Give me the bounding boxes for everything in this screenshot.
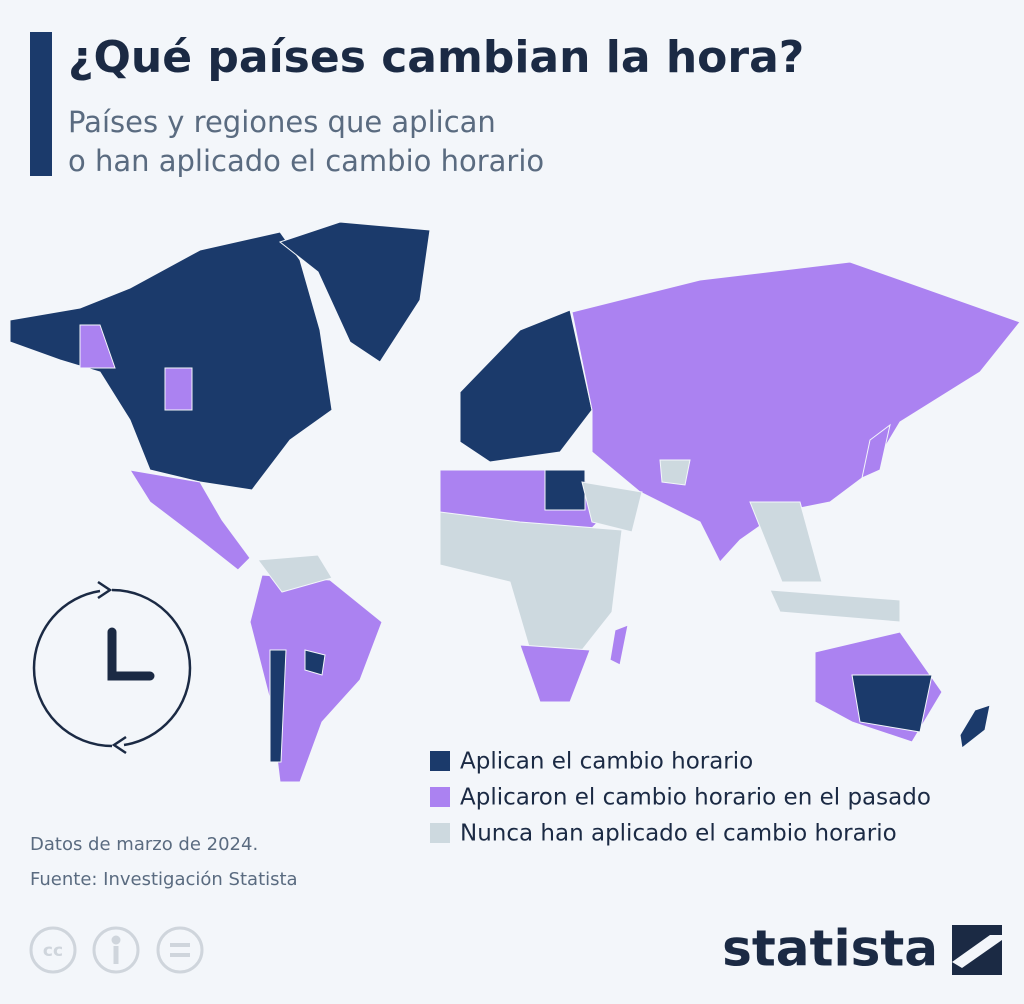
region bbox=[459, 309, 593, 463]
world-map bbox=[9, 221, 1021, 783]
clock-arc bbox=[32, 589, 101, 669]
clock-arc bbox=[32, 667, 113, 748]
region bbox=[519, 644, 591, 703]
note: Datos de marzo de 2024. bbox=[30, 834, 258, 855]
region bbox=[851, 674, 933, 733]
legend: Aplican el cambio horario Aplicaron el ca… bbox=[430, 749, 931, 847]
legend-swatch bbox=[430, 823, 450, 843]
region bbox=[164, 367, 193, 411]
license-glyph bbox=[111, 935, 121, 945]
logo-mark bbox=[952, 925, 1002, 975]
legend-label: Aplicaron el cambio horario en el pasado bbox=[460, 785, 931, 811]
region bbox=[79, 324, 116, 369]
logo-stripe bbox=[952, 935, 1002, 968]
license-icon bbox=[92, 926, 140, 974]
clock-hands bbox=[107, 627, 155, 681]
region bbox=[128, 469, 251, 571]
region bbox=[278, 221, 431, 363]
region bbox=[609, 624, 629, 666]
clock-icon bbox=[32, 580, 192, 755]
license-icon bbox=[156, 926, 204, 974]
clock-arrow bbox=[97, 580, 113, 600]
region bbox=[769, 589, 901, 623]
legend-label: Nunca han aplicado el cambio horario bbox=[460, 821, 897, 847]
title-bar bbox=[30, 32, 52, 176]
region bbox=[269, 649, 287, 763]
region bbox=[544, 469, 586, 511]
region bbox=[249, 574, 383, 783]
region bbox=[257, 554, 333, 593]
title: ¿Qué países cambian la hora? bbox=[68, 32, 804, 83]
legend-swatch bbox=[430, 787, 450, 807]
region bbox=[749, 501, 823, 583]
legend-swatch bbox=[430, 751, 450, 771]
region bbox=[581, 481, 643, 533]
region bbox=[861, 423, 891, 479]
clock-arc bbox=[123, 667, 192, 747]
clock-arrow bbox=[111, 735, 127, 755]
license-icon bbox=[29, 926, 77, 974]
note: Fuente: Investigación Statista bbox=[30, 869, 298, 890]
subtitle: o han aplicado el cambio horario bbox=[68, 144, 544, 178]
license-text: cc bbox=[43, 941, 63, 961]
license-glyph bbox=[170, 943, 190, 957]
region bbox=[659, 459, 691, 486]
region bbox=[959, 704, 991, 749]
license-icons: cc bbox=[29, 926, 204, 974]
subtitle: Países y regiones que aplican bbox=[68, 105, 496, 139]
logo: statista bbox=[722, 920, 938, 978]
legend-label: Aplican el cambio horario bbox=[460, 749, 753, 775]
region bbox=[571, 261, 1021, 563]
clock-arc bbox=[111, 588, 192, 669]
region bbox=[304, 649, 326, 676]
